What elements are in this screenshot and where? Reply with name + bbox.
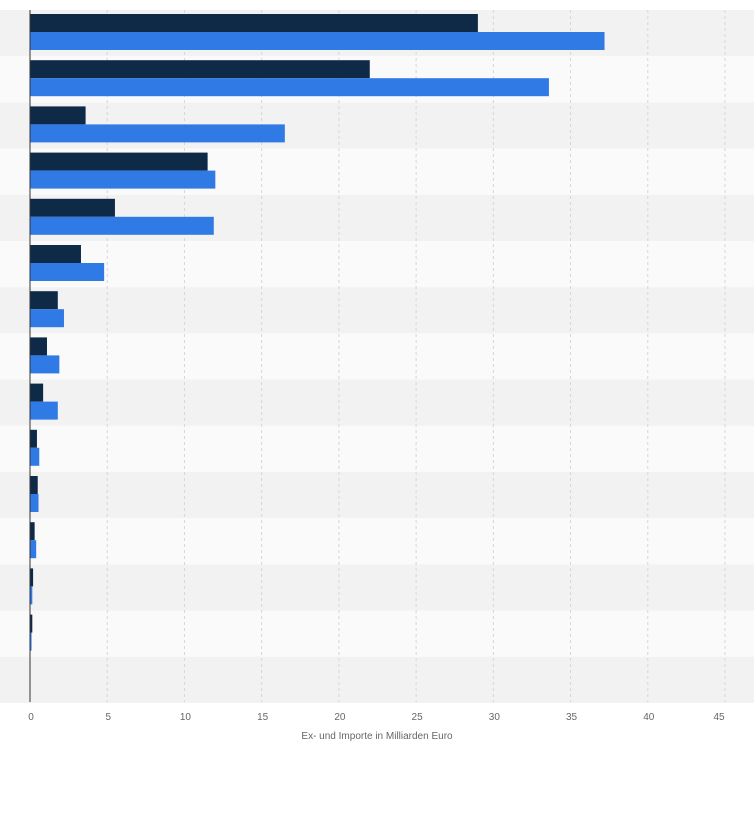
x-tick-label-45: 45 <box>713 712 725 723</box>
bar-import-10[interactable] <box>30 447 40 466</box>
row-band-14 <box>0 610 754 657</box>
bar-export-9[interactable] <box>30 383 44 402</box>
bar-export-14[interactable] <box>30 614 33 633</box>
bar-import-13[interactable] <box>30 586 33 605</box>
bar-import-5[interactable] <box>30 216 214 235</box>
bar-export-1[interactable] <box>30 14 478 32</box>
bar-import-1[interactable] <box>30 32 605 50</box>
x-tick-label-30: 30 <box>489 712 501 723</box>
bar-export-5[interactable] <box>30 198 115 217</box>
bar-import-3[interactable] <box>30 124 285 143</box>
x-tick-label-15: 15 <box>257 712 269 723</box>
row-band-12 <box>0 518 754 565</box>
row-band-8 <box>0 333 754 380</box>
bar-export-6[interactable] <box>30 245 81 263</box>
row-band-11 <box>0 472 754 519</box>
bar-export-8[interactable] <box>30 337 47 356</box>
x-tick-label-20: 20 <box>334 712 346 723</box>
bar-import-4[interactable] <box>30 170 216 189</box>
row-band-9 <box>0 379 754 426</box>
bar-export-10[interactable] <box>30 429 37 448</box>
x-axis-ticks: 0 5 10 15 20 25 30 35 40 45 <box>28 712 725 723</box>
row-bands <box>0 10 754 703</box>
x-tick-label-10: 10 <box>180 712 192 723</box>
x-tick-label-35: 35 <box>566 712 578 723</box>
x-axis-title: Ex- und Importe in Milliarden Euro <box>301 731 453 742</box>
row-band-10 <box>0 425 754 472</box>
bar-import-7[interactable] <box>30 309 64 328</box>
bar-export-11[interactable] <box>30 476 38 494</box>
x-tick-label-0: 0 <box>28 712 34 723</box>
bar-import-8[interactable] <box>30 355 60 374</box>
bar-import-6[interactable] <box>30 263 105 281</box>
row-band-7 <box>0 287 754 334</box>
row-band-15 <box>0 656 754 703</box>
bar-export-12[interactable] <box>30 522 35 541</box>
x-tick-label-25: 25 <box>412 712 424 723</box>
bar-export-7[interactable] <box>30 291 58 310</box>
bar-import-9[interactable] <box>30 401 58 420</box>
bar-export-13[interactable] <box>30 568 34 587</box>
x-tick-label-40: 40 <box>643 712 655 723</box>
bar-import-14[interactable] <box>30 632 32 651</box>
bar-export-4[interactable] <box>30 152 208 171</box>
bar-export-2[interactable] <box>30 60 370 79</box>
bar-series <box>30 14 605 651</box>
x-tick-label-5: 5 <box>105 712 111 723</box>
row-band-13 <box>0 564 754 611</box>
bar-export-3[interactable] <box>30 106 86 125</box>
bar-import-2[interactable] <box>30 78 549 97</box>
bar-import-12[interactable] <box>30 540 37 559</box>
row-band-6 <box>0 241 754 288</box>
bar-import-11[interactable] <box>30 494 39 512</box>
